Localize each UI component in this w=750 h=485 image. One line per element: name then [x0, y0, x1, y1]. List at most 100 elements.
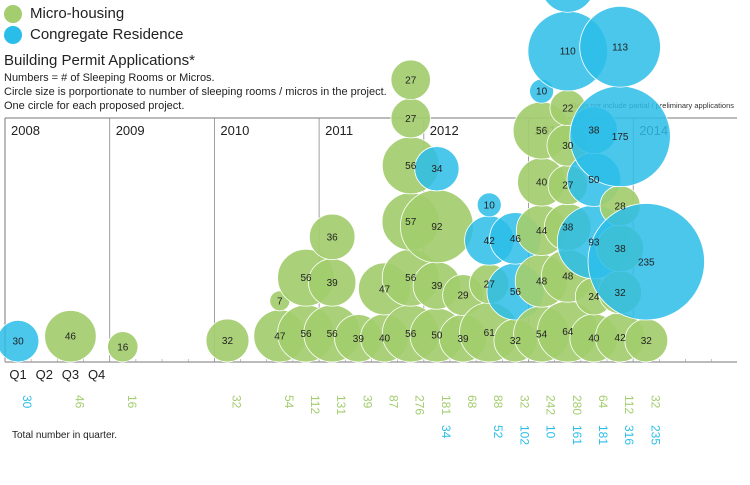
quarter-total: 316 — [622, 425, 636, 445]
bubble-label: 175 — [612, 132, 629, 143]
bubble-congregate — [579, 5, 661, 88]
chart-title: Building Permit Applications* — [4, 52, 195, 69]
legend-label-congregate-residence: Congregate Residence — [30, 26, 184, 43]
quarter-total: 30 — [20, 395, 34, 409]
bubble-label: 56 — [405, 161, 417, 172]
legend: Micro-housing Congregate Residence — [4, 3, 183, 45]
quarter-total: 131 — [334, 395, 348, 415]
legend-item-congregate-residence: Congregate Residence — [4, 24, 183, 45]
quarter-total: 102 — [517, 425, 531, 445]
year-label: 2008 — [11, 123, 40, 138]
subtitle-line-2: Circle size is porportionate to number o… — [4, 86, 387, 98]
bubble-label: 64 — [562, 327, 574, 338]
bubble-label: 57 — [405, 217, 417, 228]
bubble-label: 38 — [615, 244, 627, 255]
bubble-label: 54 — [536, 330, 548, 341]
subtitle-line-3: One circle for each proposed project. — [4, 100, 185, 112]
bubble-label: 56 — [300, 329, 312, 340]
quarter-total: 10 — [544, 425, 558, 439]
year-label: 2009 — [116, 123, 145, 138]
bubble-label: 61 — [484, 328, 496, 339]
quarter-total: 87 — [387, 395, 401, 409]
bubble-label: 32 — [222, 336, 234, 347]
quarter-total: 54 — [282, 395, 296, 409]
quarter-total: 276 — [413, 395, 427, 415]
bubble-label: 29 — [458, 291, 470, 302]
bubble-label: 32 — [641, 336, 653, 347]
bubble-label: 34 — [431, 164, 443, 175]
bubble-label: 42 — [615, 333, 627, 344]
bubble-label: 46 — [510, 234, 522, 245]
quarter-total: 242 — [544, 395, 558, 415]
legend-swatch-micro-housing — [4, 4, 22, 23]
bubble-congregate — [544, 0, 591, 13]
bubble-label: 110 — [560, 47, 576, 58]
bubble-congregate — [587, 203, 705, 321]
bubble-label: 24 — [588, 292, 600, 303]
bubble-congregate — [476, 192, 502, 218]
quarter-total: 280 — [570, 395, 584, 415]
bubble-label: 27 — [484, 279, 496, 290]
bubble-label: 10 — [536, 87, 548, 98]
bubble-micro — [390, 59, 431, 100]
subtitle-line-1: Numbers = # of Sleeping Rooms or Micros. — [4, 72, 215, 84]
bubble-label: 56 — [536, 126, 548, 137]
bubble-label: 7 — [277, 296, 283, 307]
bubble-label: 56 — [405, 273, 417, 284]
quarter-total: 161 — [570, 425, 584, 445]
quarter-total: 32 — [648, 395, 662, 409]
quarter-total: 235 — [648, 425, 662, 445]
legend-label-micro-housing: Micro-housing — [30, 5, 125, 22]
year-label: 2011 — [325, 123, 353, 138]
bubble-micro — [107, 331, 139, 363]
quarter-total: 46 — [72, 395, 86, 409]
bubble-label: 40 — [379, 333, 391, 344]
year-label: 2010 — [220, 123, 249, 138]
legend-item-micro-housing: Micro-housing — [4, 3, 183, 24]
bubble-label: 47 — [274, 331, 286, 342]
quarter-total: 64 — [596, 395, 610, 409]
bubble-label: 56 — [405, 329, 417, 340]
bubble-label: 10 — [484, 200, 496, 211]
bubble-congregate — [414, 146, 460, 192]
quarter-total: 39 — [360, 395, 374, 409]
bubble-label: 113 — [612, 42, 628, 53]
bubble-micro — [205, 318, 250, 363]
total-label: Total number in quarter. — [12, 430, 118, 441]
bubble-label: 48 — [536, 276, 548, 287]
bubble-label: 56 — [327, 329, 339, 340]
bubble-label: 22 — [562, 103, 574, 114]
quarter-total: 112 — [622, 395, 636, 414]
bubble-label: 39 — [458, 334, 470, 345]
bubble-label: 27 — [405, 75, 417, 86]
bubble-label: 38 — [588, 126, 600, 137]
bubble-label: 28 — [615, 201, 627, 212]
bubble-label: 39 — [431, 281, 443, 292]
quarter-total: 34 — [439, 425, 453, 439]
bubble-label: 56 — [510, 287, 522, 298]
quarter-total: 32 — [517, 395, 531, 409]
bubble-label: 27 — [562, 180, 574, 191]
bubble-label: 50 — [588, 175, 600, 186]
legend-swatch-congregate-residence — [4, 25, 22, 44]
quarter-label: Q2 — [36, 367, 53, 382]
quarter-total: 16 — [125, 395, 139, 409]
bubble-label: 235 — [638, 257, 655, 268]
bubble-label: 44 — [536, 226, 548, 237]
bubble-label: 32 — [510, 336, 522, 347]
bubble-label: 38 — [562, 223, 574, 234]
bubble-label: 56 — [300, 273, 312, 284]
quarter-total: 112 — [308, 395, 322, 414]
year-label: 2012 — [430, 123, 459, 138]
bubble-label: 40 — [536, 178, 548, 189]
quarter-label: Q1 — [9, 367, 26, 382]
quarter-label: Q4 — [88, 367, 105, 382]
bubble-label: 36 — [327, 232, 339, 243]
bubble-label: 46 — [65, 332, 77, 343]
bubble-congregate — [0, 319, 40, 363]
bubble-label: 30 — [13, 337, 25, 348]
bubble-label: 92 — [431, 222, 443, 233]
bubble-label: 32 — [615, 288, 627, 299]
bubble-label: 40 — [588, 333, 600, 344]
